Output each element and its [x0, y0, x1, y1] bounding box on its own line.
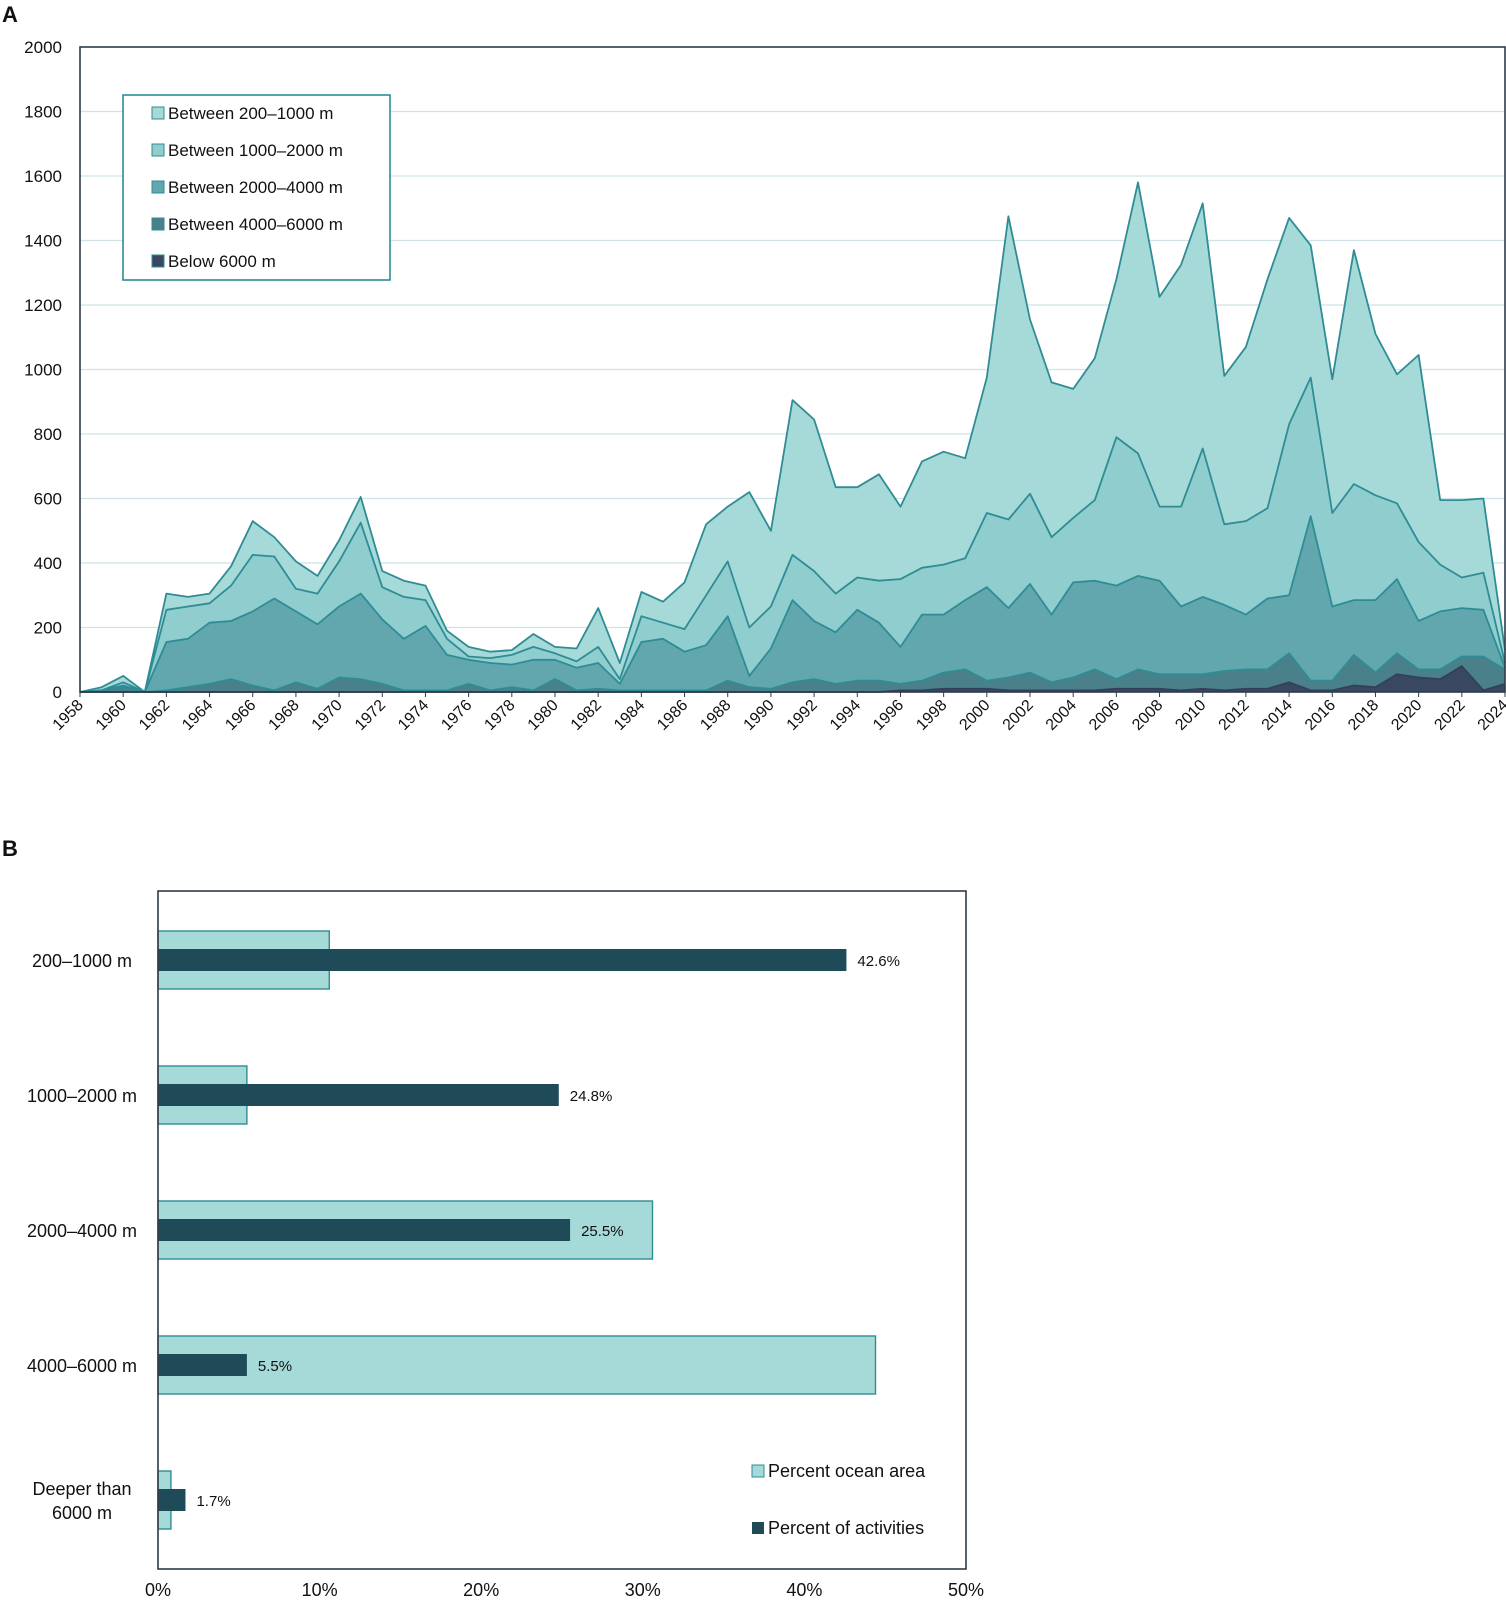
- y-tick-label-600: 600: [34, 490, 62, 509]
- legend-swatch-between-1000-2000-m: [151, 143, 165, 157]
- x-tick-label-2012: 2012: [1216, 697, 1253, 734]
- x-tick-label-1974: 1974: [395, 697, 432, 734]
- x-tick-label-1970: 1970: [309, 697, 346, 734]
- x-tick-label-1998: 1998: [913, 697, 950, 734]
- x-tick-label-b-30: 30%: [625, 1580, 661, 1600]
- bar-activities-1000-2000-m: [158, 1084, 559, 1106]
- x-tick-label-1984: 1984: [611, 697, 648, 734]
- bar-ocean-area-4000-6000-m: [157, 1335, 877, 1395]
- legend-swatch-percent-of-activities: [752, 1522, 764, 1534]
- category-label-200-1000-m: 200–1000 m: [32, 951, 132, 971]
- line-between-4000-6000-m: [79, 652, 1506, 693]
- x-tick-label-1978: 1978: [481, 697, 518, 734]
- x-tick-label-1958: 1958: [50, 697, 87, 734]
- y-tick-label-2000: 2000: [24, 38, 62, 57]
- x-tick-label-2014: 2014: [1259, 697, 1296, 734]
- x-tick-label-2000: 2000: [956, 697, 993, 734]
- data-label-200-1000-m: 42.6%: [857, 953, 900, 970]
- area-chart-depth-activities: 0 200 400 600 800 1000 1200 1400 1600 1800 2000 195…: [24, 38, 1506, 734]
- x-tick-label-b-50: 50%: [948, 1580, 984, 1600]
- panel-a-label: A: [2, 2, 18, 27]
- y-tick-label-200: 200: [34, 619, 62, 638]
- x-tick-label-1980: 1980: [525, 697, 562, 734]
- data-label-1000-2000-m: 24.8%: [570, 1088, 613, 1105]
- legend-swatch-below-6000-m: [151, 254, 165, 268]
- x-tick-label-2022: 2022: [1431, 697, 1468, 734]
- y-tick-label-1800: 1800: [24, 103, 62, 122]
- legend-a-box: [122, 94, 391, 281]
- x-tick-label-2018: 2018: [1345, 697, 1382, 734]
- data-label-deeper-than-6000-m: 1.7%: [196, 1493, 230, 1510]
- x-tick-label-2008: 2008: [1129, 697, 1166, 734]
- legend-label-between-1000-2000-m: Between 1000–2000 m: [168, 141, 343, 160]
- x-tick-label-2002: 2002: [1000, 697, 1037, 734]
- x-tick-label-1960: 1960: [93, 697, 130, 734]
- legend-label-between-4000-6000-m: Between 4000–6000 m: [168, 215, 343, 234]
- bar-chart-depth-distribution: 42.6% 200–1000 m 24.8% 1000–2000 m 25.5% 2000…: [27, 890, 984, 1600]
- x-tick-label-1996: 1996: [870, 697, 907, 734]
- y-tick-label-1200: 1200: [24, 296, 62, 315]
- legend-label-between-200-1000-m: Between 200–1000 m: [168, 104, 333, 123]
- x-tick-label-2016: 2016: [1302, 697, 1339, 734]
- category-label-deeper-than: Deeper than: [32, 1479, 131, 1499]
- bar-activities-4000-6000-m: [158, 1354, 247, 1376]
- x-tick-label-1968: 1968: [266, 697, 303, 734]
- bar-activities-2000-4000-m: [158, 1219, 571, 1241]
- line-between-200-1000-m: [79, 181, 1506, 693]
- legend-swatch-percent-ocean-area: [751, 1464, 765, 1478]
- x-tick-label-2004: 2004: [1043, 697, 1080, 734]
- area-below-6000-m: [80, 666, 1505, 692]
- plot-frame-b: [157, 890, 967, 1570]
- x-tick-label-b-10: 10%: [302, 1580, 338, 1600]
- x-tick-label-b-0: 0%: [145, 1580, 171, 1600]
- x-tick-label-1982: 1982: [568, 697, 605, 734]
- y-tick-label-1600: 1600: [24, 167, 62, 186]
- legend-swatch-between-200-1000-m: [151, 106, 165, 120]
- area-between-4000-6000-m: [80, 653, 1505, 692]
- legend-label-below-6000-m: Below 6000 m: [168, 252, 276, 271]
- legend-swatch-between-4000-6000-m: [151, 217, 165, 231]
- legend-label-percent-ocean-area: Percent ocean area: [768, 1461, 926, 1481]
- category-label-6000-m: 6000 m: [52, 1503, 112, 1523]
- x-tick-label-2006: 2006: [1086, 697, 1123, 734]
- x-tick-label-1990: 1990: [741, 697, 778, 734]
- x-tick-label-2010: 2010: [1172, 697, 1209, 734]
- panel-b-label: B: [2, 836, 18, 861]
- x-tick-label-b-20: 20%: [463, 1580, 499, 1600]
- y-tick-label-400: 400: [34, 554, 62, 573]
- y-tick-label-0: 0: [53, 683, 62, 702]
- category-label-2000-4000-m: 2000–4000 m: [27, 1221, 137, 1241]
- legend-label-percent-of-activities: Percent of activities: [768, 1518, 924, 1538]
- legend-b: Percent ocean area Percent of activities: [751, 1461, 926, 1538]
- x-tick-label-1986: 1986: [654, 697, 691, 734]
- y-tick-label-1000: 1000: [24, 361, 62, 380]
- x-tick-label-1962: 1962: [136, 697, 173, 734]
- area-between-2000-4000-m: [80, 516, 1505, 692]
- data-label-4000-6000-m: 5.5%: [258, 1358, 292, 1375]
- line-between-2000-4000-m: [79, 515, 1506, 693]
- y-tick-label-800: 800: [34, 425, 62, 444]
- plot-frame-a: [79, 46, 1506, 693]
- x-tick-label-1976: 1976: [438, 697, 475, 734]
- x-tick-label-1972: 1972: [352, 697, 389, 734]
- x-tick-label-1994: 1994: [827, 697, 864, 734]
- bar-activities-deeper-than-6000-m: [158, 1489, 186, 1511]
- category-label-4000-6000-m: 4000–6000 m: [27, 1356, 137, 1376]
- x-tick-label-b-40: 40%: [786, 1580, 822, 1600]
- x-tick-label-2024: 2024: [1475, 697, 1506, 734]
- legend-swatch-between-2000-4000-m: [151, 180, 165, 194]
- y-tick-label-1400: 1400: [24, 232, 62, 251]
- x-tick-label-2020: 2020: [1388, 697, 1425, 734]
- category-label-1000-2000-m: 1000–2000 m: [27, 1086, 137, 1106]
- x-tick-label-1964: 1964: [179, 697, 216, 734]
- legend-label-between-2000-4000-m: Between 2000–4000 m: [168, 178, 343, 197]
- line-between-1000-2000-m: [79, 376, 1506, 693]
- legend-a: Between 200–1000 m Between 1000–2000 m Bet…: [122, 94, 391, 281]
- x-tick-label-1992: 1992: [784, 697, 821, 734]
- data-label-2000-4000-m: 25.5%: [581, 1223, 624, 1240]
- x-tick-label-1966: 1966: [222, 697, 259, 734]
- x-tick-label-1988: 1988: [697, 697, 734, 734]
- bar-activities-200-1000-m: [158, 949, 847, 971]
